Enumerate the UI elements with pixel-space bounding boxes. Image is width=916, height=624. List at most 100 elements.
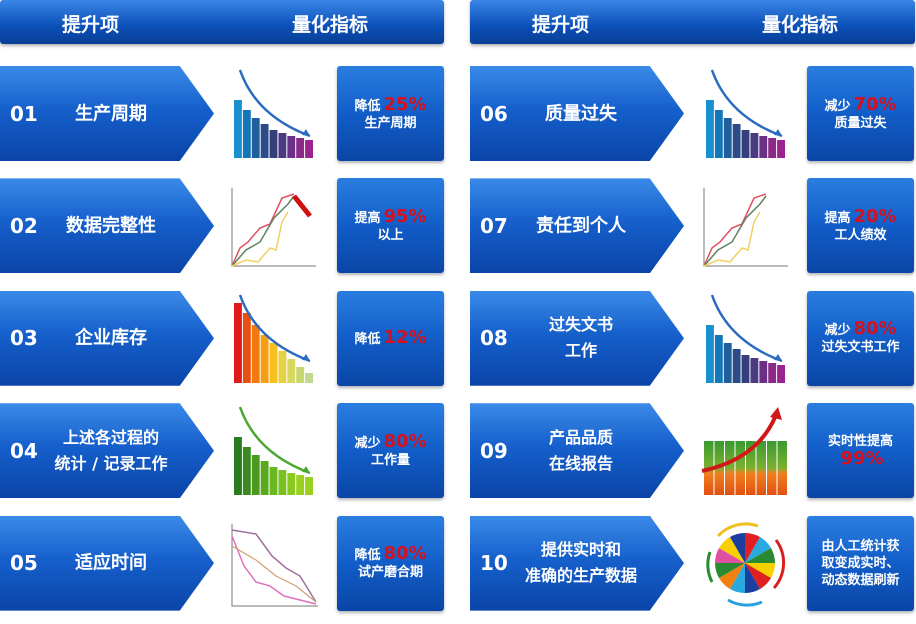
item-title: 提供实时和 准确的生产数据: [518, 537, 644, 589]
result-line: 工人绩效: [834, 227, 886, 244]
bar: [305, 477, 313, 496]
bar: [305, 372, 313, 383]
row-title-line: 在线报告: [548, 453, 613, 473]
trend-arrow: [710, 69, 783, 138]
item-title: 上述各过程的 统计 / 记录工作: [48, 425, 174, 477]
result-line: 生产周期: [364, 115, 416, 132]
line-series: [231, 545, 317, 603]
line-chart-decline-icon: [226, 516, 320, 611]
bar: [777, 140, 785, 158]
bar: [251, 118, 260, 158]
pie-slice: [715, 547, 745, 563]
result-label: 过失文书工作: [821, 340, 900, 356]
item-title: 生产周期: [48, 101, 174, 126]
item-title: 过失文书 工作: [518, 312, 644, 364]
result-label: 提高: [824, 210, 851, 226]
result-line: 工作量: [371, 452, 410, 469]
result-label: 以上: [377, 227, 404, 243]
bar: [714, 110, 723, 158]
item-title: 数据完整性: [48, 213, 174, 238]
item-title: 责任到个人: [518, 213, 644, 238]
metric-box-06: 减少 70% 质量过失: [807, 66, 914, 161]
improvement-item-07: 07 责任到个人: [470, 178, 684, 274]
row-title-line: 产品品质: [548, 427, 613, 447]
improvement-item-06: 06 质量过失: [470, 66, 684, 161]
bar: [706, 324, 714, 383]
result-value: 70%: [853, 93, 897, 115]
improvement-item-03: 03 企业库存: [0, 290, 214, 386]
item-number: 01: [10, 101, 38, 126]
pie-slice: [730, 532, 745, 563]
header-item-label: 提升项: [532, 14, 590, 36]
pie-slice: [715, 562, 745, 578]
bar: [735, 441, 745, 496]
result-value: 20%: [853, 205, 897, 227]
result-label: 试产磨合期: [357, 565, 423, 581]
cycle-arrow: [706, 551, 714, 583]
pie-slice: [745, 562, 760, 593]
line-series: [703, 212, 761, 268]
improvement-item-01: 01 生产周期: [0, 66, 214, 161]
header-metric-label: 量化指标: [292, 14, 369, 36]
improvement-item-02: 02 数据完整性: [0, 178, 214, 274]
result-line: 降低 25%: [354, 93, 427, 115]
improvement-item-05: 05 适应时间: [0, 515, 214, 611]
bar: [296, 475, 305, 496]
result-value: 25%: [383, 93, 427, 115]
line-chart-rise-icon: [226, 178, 320, 273]
bar: [287, 473, 296, 496]
pie-chart-cycle-icon: [698, 516, 792, 611]
result-line: 取变成实时、: [821, 555, 899, 572]
result-line: 减少 80%: [354, 432, 426, 452]
pie-slice: [745, 562, 775, 578]
bar: [234, 100, 242, 158]
bar: [750, 133, 759, 158]
bar: [296, 366, 305, 383]
row-title-line: 过失文书: [548, 315, 613, 335]
row-title-line: 提供实时和: [540, 540, 621, 560]
bar: [723, 118, 732, 158]
result-line: 以上: [377, 227, 403, 244]
bar: [278, 350, 287, 383]
bar: [278, 133, 287, 158]
bar: [251, 455, 260, 496]
bar: [269, 130, 278, 158]
trend-arrow: [710, 294, 783, 362]
metric-box-01: 降低 25% 生产周期: [337, 66, 444, 161]
bar: [251, 324, 260, 383]
result-label: 实时性提高: [827, 433, 893, 449]
bar: [756, 441, 766, 496]
item-number: 03: [10, 326, 38, 351]
metric-box-09: 实时性提高 99%: [807, 403, 914, 499]
bar: [750, 357, 759, 383]
pie-slice: [730, 562, 745, 593]
row-title-line: 统计 / 记录工作: [54, 453, 168, 473]
marker-pen: [292, 194, 312, 218]
result-label: 工作量: [370, 452, 410, 468]
improvement-item-08: 08 过失文书 工作: [470, 290, 684, 386]
result-value: 80%: [853, 318, 897, 340]
improvement-item-04: 04 上述各过程的 统计 / 记录工作: [0, 403, 214, 499]
row-title-line: 责任到个人: [536, 215, 626, 237]
bar: [287, 136, 296, 158]
bar: [768, 138, 777, 158]
result-value: 95%: [383, 205, 427, 227]
bar: [732, 348, 741, 383]
row-title-line: 数据完整性: [66, 215, 156, 237]
result-label: 由人工统计获: [821, 538, 900, 554]
item-title: 企业库存: [48, 326, 174, 351]
result-line: 由人工统计获: [821, 538, 899, 555]
bar: [725, 441, 735, 496]
line-series: [703, 193, 767, 267]
row-title-line: 上述各过程的: [62, 427, 159, 447]
bar: [269, 342, 278, 383]
header-bar-left: 提升项 量化指标: [0, 0, 444, 44]
line-series: [231, 535, 317, 605]
metric-box-02: 提高 95% 以上: [337, 178, 444, 274]
result-label: 动态数据刷新: [821, 572, 900, 588]
bar: [234, 437, 242, 496]
row-title-line: 企业库存: [75, 327, 147, 349]
bar-chart-decline-icon: [226, 403, 320, 498]
bar: [242, 110, 251, 158]
result-value: 12%: [383, 326, 427, 348]
